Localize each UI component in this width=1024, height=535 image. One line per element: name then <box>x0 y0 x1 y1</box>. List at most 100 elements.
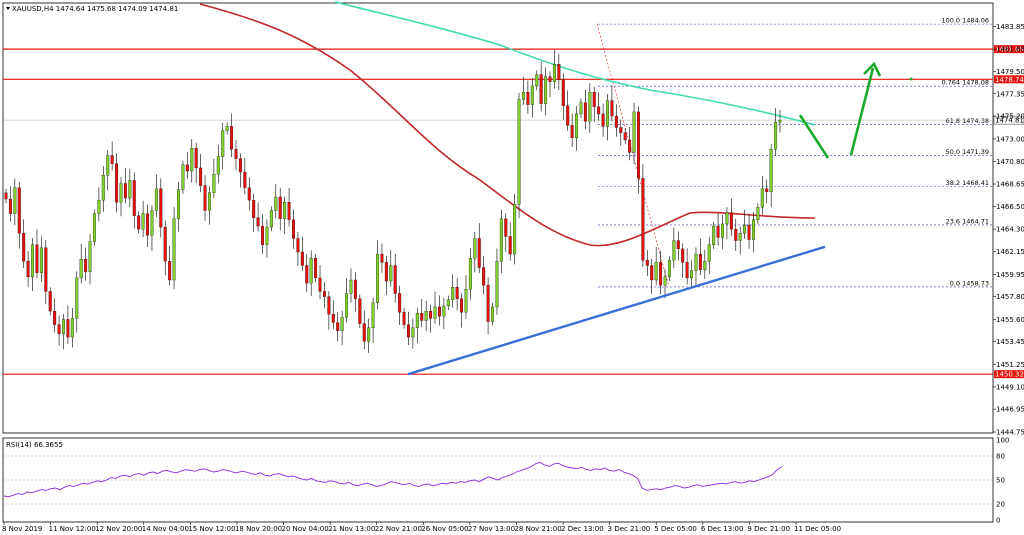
level-price-tag <box>994 370 1024 379</box>
candle-body <box>340 317 344 331</box>
candle-body <box>539 74 543 104</box>
candle-body <box>128 180 132 199</box>
candle-body <box>707 244 711 262</box>
candle-body <box>614 115 618 128</box>
candle-body <box>22 233 26 262</box>
candle-body <box>415 313 419 328</box>
candle-body <box>407 324 410 338</box>
level-price-label: 1481.65 <box>995 46 1024 54</box>
candle-body <box>389 265 393 282</box>
candle-body <box>721 223 724 238</box>
candle-body <box>530 85 534 105</box>
candle-body <box>146 213 150 236</box>
candle-body <box>442 305 446 317</box>
candle-body <box>729 212 733 230</box>
fib-level-label: 50.0 1471.39 <box>946 148 989 156</box>
candle-body <box>566 105 570 126</box>
x-tick-label: 2 Dec 13:00 <box>561 525 604 533</box>
candle-body <box>513 204 517 255</box>
candle-body <box>451 287 455 300</box>
fib-level-label: 0.0 1458.73 <box>950 279 989 287</box>
candle-body <box>84 259 88 272</box>
candle-body <box>79 259 83 279</box>
candle-body <box>314 258 318 279</box>
candle-body <box>747 224 751 240</box>
x-tick-label: 11 Dec 05:00 <box>794 525 841 533</box>
candle-body <box>420 313 424 321</box>
candle-body <box>44 247 48 292</box>
candle-body <box>588 92 592 122</box>
candle-body <box>491 306 494 322</box>
candle-body <box>309 258 313 284</box>
candle-body <box>570 125 574 138</box>
candle-body <box>398 293 402 313</box>
candle-body <box>154 188 158 211</box>
candle-body <box>92 213 96 242</box>
candle-body <box>362 323 366 342</box>
candle-body <box>632 111 636 153</box>
x-tick-label: 12 Nov 20:00 <box>95 525 142 533</box>
candle-body <box>756 207 760 220</box>
candle-body <box>464 289 468 313</box>
projection-dot <box>909 77 913 81</box>
y-tick-label: 1481.65 <box>996 46 1024 54</box>
candle-body <box>468 258 472 290</box>
candle-body <box>70 318 74 338</box>
candle-body <box>672 240 676 261</box>
candle-body <box>203 185 207 211</box>
candle-body <box>636 111 640 179</box>
y-tick-label: 1479.50 <box>996 68 1024 76</box>
x-tick-label: 3 Dec 21:00 <box>608 525 651 533</box>
y-tick-label: 1468.65 <box>996 181 1024 189</box>
candle-body <box>31 244 35 278</box>
projection-arrow-up <box>849 67 875 156</box>
rsi-line <box>3 461 783 498</box>
candle-body <box>659 262 663 286</box>
candle-body <box>331 314 335 323</box>
candle-body <box>318 277 322 292</box>
candle-body <box>384 262 388 282</box>
candle-body <box>628 139 632 153</box>
rsi-title: RSI(14) 66.3655 <box>6 441 63 449</box>
candle-body <box>159 188 163 228</box>
candle-body <box>13 187 17 214</box>
level-price-tag <box>994 75 1024 84</box>
candle-body <box>681 248 685 263</box>
candle-body <box>517 99 521 205</box>
candle-body <box>424 310 428 321</box>
candle-body <box>738 233 742 241</box>
y-tick-label: 1459.95 <box>996 271 1024 279</box>
candle-body <box>221 130 225 157</box>
y-tick-label: 1449.10 <box>996 383 1024 391</box>
candle-body <box>619 127 623 133</box>
candle-body <box>393 265 397 294</box>
candle-body <box>557 64 561 80</box>
candle-body <box>345 293 349 318</box>
candle-body <box>402 312 406 325</box>
candle-body <box>623 132 627 141</box>
candle-body <box>526 92 530 105</box>
current-price-label: 1474.81 <box>995 117 1024 125</box>
candle-body <box>292 219 295 239</box>
x-tick-label: 27 Nov 13:00 <box>468 525 515 533</box>
projection-arrowhead-icon <box>863 61 882 77</box>
candle-body <box>597 106 601 115</box>
y-tick-label: 1446.95 <box>996 406 1024 414</box>
candle-body <box>712 225 716 245</box>
candle-body <box>358 298 362 324</box>
candle-body <box>57 324 61 335</box>
candle-body <box>477 238 481 268</box>
candle-body <box>561 79 565 106</box>
candle-body <box>48 291 52 312</box>
y-tick-label: 1453.45 <box>996 338 1024 346</box>
candle-body <box>225 126 229 131</box>
collapse-triangle-icon[interactable] <box>6 7 10 10</box>
candle-body <box>190 148 194 172</box>
rising-trendline <box>407 245 826 376</box>
candle-body <box>544 76 548 104</box>
candle-body <box>278 196 282 219</box>
candle-body <box>168 261 172 281</box>
candle-body <box>150 210 154 236</box>
